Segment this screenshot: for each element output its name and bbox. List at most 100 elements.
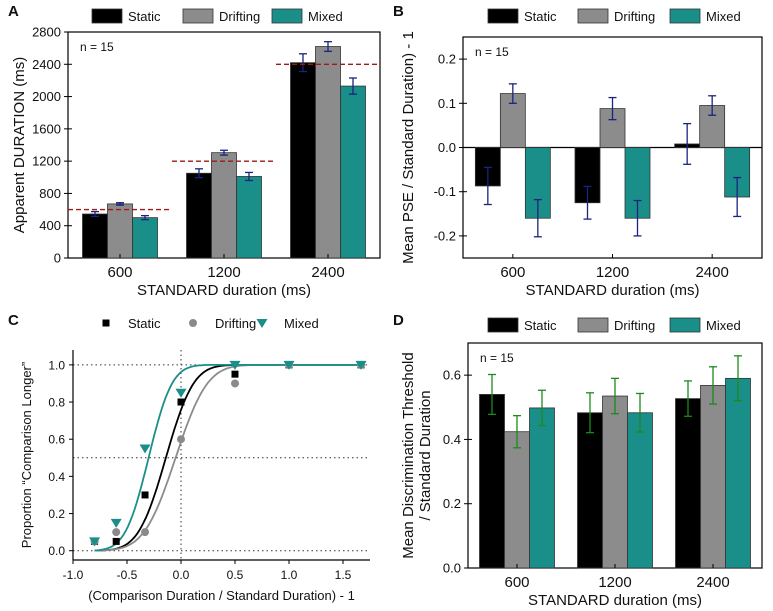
y-tick-label: 2800 bbox=[32, 25, 61, 40]
x-tick-label: 600 bbox=[504, 574, 529, 591]
x-axis-label: STANDARD duration (ms) bbox=[137, 282, 311, 299]
legend-swatch-static bbox=[487, 317, 519, 333]
x-axis-label: STANDARD duration (ms) bbox=[528, 592, 702, 609]
bar-drifting bbox=[315, 46, 341, 259]
y-axis-label: Mean Discrimination Threshold bbox=[400, 352, 417, 558]
y-tick-label: 2400 bbox=[32, 57, 61, 72]
y-tick-label: 0.0 bbox=[48, 544, 65, 558]
y-tick-label: 0.2 bbox=[48, 507, 65, 521]
y-tick-label: 0.6 bbox=[48, 433, 65, 447]
y-axis-label: Proportion “Comparison Longer” bbox=[19, 362, 34, 548]
y-tick-label: 0.0 bbox=[443, 561, 461, 576]
bar-mixed bbox=[236, 176, 262, 259]
y-tick-label: -0.1 bbox=[434, 184, 456, 199]
bar-static bbox=[675, 398, 701, 569]
x-tick-label: 2400 bbox=[695, 264, 728, 281]
bar-static bbox=[290, 62, 316, 259]
legend-label: Static bbox=[524, 318, 557, 333]
data-point-mixed bbox=[89, 537, 101, 547]
panel-letter: B bbox=[393, 3, 404, 20]
bar-mixed bbox=[725, 377, 751, 569]
y-axis-label: / Standard Duration bbox=[417, 390, 434, 520]
bar-drifting bbox=[504, 431, 530, 569]
bar-mixed bbox=[340, 85, 366, 259]
fit-curve-mixed bbox=[94, 364, 361, 552]
legend-label: Drifting bbox=[219, 9, 260, 24]
x-tick-label: 2400 bbox=[311, 264, 344, 281]
data-point-drifting bbox=[177, 435, 185, 444]
x-tick-label: 600 bbox=[500, 264, 525, 281]
legend-swatch-mixed bbox=[669, 317, 701, 333]
y-tick-label: 2000 bbox=[32, 89, 61, 104]
panel-D: 0.0 0.2 0.4 0.6 600 1200 2400 n = 15 STANDARD du… bbox=[393, 312, 763, 609]
y-tick-label: 0.6 bbox=[443, 368, 461, 383]
bar-drifting bbox=[700, 385, 726, 569]
y-tick-label: 0.4 bbox=[48, 470, 65, 484]
y-tick-label: 0.1 bbox=[438, 96, 456, 111]
bar-mixed bbox=[627, 412, 653, 569]
y-tick-label: 0.2 bbox=[443, 496, 461, 511]
y-tick-label: 400 bbox=[39, 218, 61, 233]
legend-swatch-static bbox=[91, 8, 123, 24]
x-tick-label: 1200 bbox=[596, 264, 629, 281]
legend-label: Mixed bbox=[308, 9, 343, 24]
y-tick-label: 1600 bbox=[32, 121, 61, 136]
n-annotation: n = 15 bbox=[480, 351, 514, 365]
data-point-drifting bbox=[231, 379, 239, 388]
legend-label: Drifting bbox=[215, 316, 256, 331]
x-tick-label: 2400 bbox=[696, 574, 729, 591]
y-tick-label: 0.8 bbox=[48, 396, 65, 410]
x-tick-label: 0.5 bbox=[227, 568, 244, 582]
legend-swatch-drifting bbox=[182, 8, 214, 24]
data-point-drifting bbox=[141, 528, 150, 537]
data-point-mixed bbox=[355, 360, 367, 370]
y-axis-label: Apparent DURATION (ms) bbox=[11, 57, 28, 233]
panel-letter: C bbox=[8, 312, 19, 329]
bar-static bbox=[479, 394, 505, 569]
panel-letter: D bbox=[393, 312, 404, 329]
bar-drifting bbox=[211, 152, 237, 259]
legend-swatch-drifting bbox=[577, 8, 609, 24]
x-tick-label: 1200 bbox=[207, 264, 240, 281]
x-axis-label: STANDARD duration (ms) bbox=[526, 282, 700, 299]
y-axis-label: Mean PSE / Standard Duration) - 1 bbox=[400, 31, 417, 264]
x-axis-label: (Comparison Duration / Standard Duration… bbox=[88, 588, 355, 603]
legend-marker-static bbox=[102, 319, 110, 327]
data-point-static bbox=[141, 491, 149, 499]
legend-label: Static bbox=[128, 9, 161, 24]
y-tick-label: 1.0 bbox=[48, 358, 65, 372]
y-tick-label: 0 bbox=[54, 251, 61, 266]
legend-marker-drifting bbox=[189, 319, 197, 327]
legend-swatch-static bbox=[487, 8, 519, 24]
bar-static bbox=[82, 213, 108, 259]
legend-swatch-mixed bbox=[669, 8, 701, 24]
bar-static bbox=[186, 172, 212, 259]
panel-A: 0 400 800 1200 1600 2000 2400 2800 600 1200 2400 n … bbox=[8, 3, 381, 299]
x-tick-label: 1.5 bbox=[335, 568, 352, 582]
n-annotation: n = 15 bbox=[80, 40, 114, 54]
bar-mixed bbox=[132, 217, 158, 259]
x-tick-label: -1.0 bbox=[63, 568, 84, 582]
x-tick-label: 1.0 bbox=[281, 568, 298, 582]
legend-marker-mixed bbox=[256, 319, 268, 328]
y-tick-label: 1200 bbox=[32, 154, 61, 169]
y-tick-label: 0.0 bbox=[438, 140, 456, 155]
y-tick-label: 800 bbox=[39, 186, 61, 201]
legend-label: Static bbox=[128, 316, 161, 331]
y-tick-label: 0.2 bbox=[438, 52, 456, 67]
bar-mixed bbox=[529, 407, 555, 569]
data-point-drifting bbox=[112, 528, 121, 537]
legend-label: Static bbox=[524, 9, 557, 24]
legend-label: Mixed bbox=[284, 316, 319, 331]
n-annotation: n = 15 bbox=[475, 45, 509, 59]
data-point-mixed bbox=[229, 360, 241, 370]
data-point-static bbox=[112, 537, 120, 545]
panel-B: -0.2 -0.1 0.0 0.1 0.2 600 1200 2400 n = 15 STANDA… bbox=[393, 3, 763, 299]
data-point-static bbox=[177, 398, 185, 406]
bar-drifting bbox=[107, 203, 133, 259]
legend-label: Mixed bbox=[706, 318, 741, 333]
panel-C: 0.0 0.2 0.4 0.6 0.8 1.0 -1.0 -0.5 0.0 0.5 1.0 1.5 St… bbox=[8, 312, 370, 603]
legend-swatch-drifting bbox=[577, 317, 609, 333]
data-point-mixed bbox=[139, 444, 151, 454]
